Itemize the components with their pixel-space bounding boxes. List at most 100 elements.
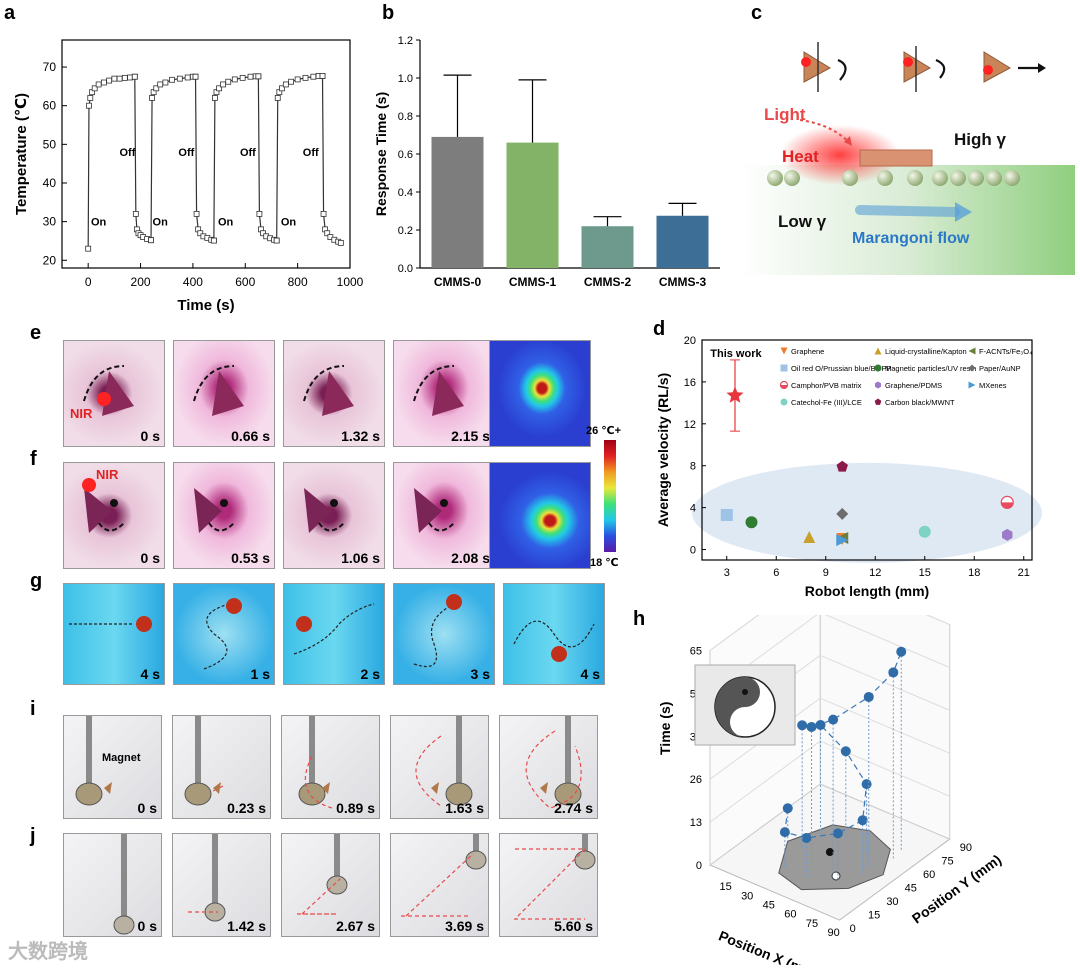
legend-entry: F-ACNTs/Fe₃O₄ <box>979 347 1032 356</box>
magnet-overlay <box>184 716 224 806</box>
marker <box>918 525 931 538</box>
x-tick-label-a: 400 <box>183 275 203 289</box>
temperature-point <box>288 78 294 85</box>
temperature-point <box>260 230 266 237</box>
series-8: MXenes <box>836 381 1007 547</box>
magnet-path <box>525 730 582 809</box>
magnet-rod <box>195 716 201 786</box>
robot-overlay <box>413 365 464 416</box>
y-tick-label-b: 0.8 <box>398 111 413 123</box>
temperature-point <box>91 85 98 92</box>
inset-dot <box>742 689 748 695</box>
rotation-arrow <box>318 522 345 532</box>
light-label: Light <box>764 105 806 124</box>
category-label-b: CMMS-0 <box>434 275 482 289</box>
hot-spot <box>226 598 242 614</box>
temperature-point <box>132 210 139 217</box>
temperature-point <box>148 237 154 244</box>
trajectory-point <box>828 714 839 725</box>
chart-a-temperature: 0 200 400 600 800 1000 20 30 40 50 60 70 Time (s) Tem… <box>13 39 364 314</box>
y-tick-label-a: 70 <box>43 60 57 74</box>
x-tick-label-d: 21 <box>1018 567 1030 579</box>
y-tick-label-d: 12 <box>684 419 696 431</box>
magnet-rod <box>334 834 340 879</box>
magnet-head <box>75 782 103 806</box>
magnet-head <box>298 782 326 806</box>
timestamp-label: 0 s <box>137 800 157 816</box>
watermark: 大数跨境 <box>8 941 88 963</box>
x-tick-label-a: 1000 <box>337 275 364 289</box>
magnet-head <box>574 850 596 870</box>
magnet-rod <box>582 834 588 854</box>
this-work-label: This work <box>710 348 762 360</box>
temperature-point <box>239 74 246 81</box>
temperature-point <box>231 76 238 83</box>
rotation-arrow <box>208 522 235 532</box>
trajectory-path <box>413 603 455 668</box>
timestamp-label: 4 s <box>140 666 160 682</box>
robot-triangle <box>322 371 354 416</box>
marker <box>780 398 788 406</box>
x-tick-label-h: 90 <box>827 927 839 939</box>
t-tick-label: 65 <box>690 646 702 658</box>
robot-triangle <box>432 371 464 416</box>
trajectory-point <box>896 646 907 657</box>
heat-glow <box>780 125 900 185</box>
t-axis-label-h: Time (s) <box>657 702 673 755</box>
panel-f-frame: 0 s NIR <box>63 462 165 569</box>
temperature-point <box>95 81 102 88</box>
tracer-particles <box>767 170 1020 186</box>
annotation-a: Off <box>303 147 319 159</box>
panel-label-c: c <box>751 2 763 24</box>
temperature-point <box>220 81 226 88</box>
thermal-image-f <box>489 462 591 569</box>
timestamp-label: 1.63 s <box>445 800 484 816</box>
marker <box>836 507 849 520</box>
colorbar-max-label: 26 ℃+ <box>586 425 622 437</box>
x-tick-label-a: 200 <box>131 275 151 289</box>
y-tick-label-a: 50 <box>43 137 57 151</box>
annotation-a: Off <box>240 147 256 159</box>
legend-entry: Oil red O/Prussian blue/BOPP <box>791 364 891 373</box>
bar-cmms-1 <box>506 142 559 268</box>
zigzag-path <box>513 848 587 920</box>
temperature-point <box>279 85 285 92</box>
timestamp-label: 0.23 s <box>227 800 266 816</box>
timestamp-label: 0.89 s <box>336 800 375 816</box>
temperature-point <box>193 210 200 217</box>
panel-label-h: h <box>633 608 646 630</box>
y-tick-label-h: 75 <box>941 856 953 868</box>
magnet-path <box>415 735 442 807</box>
thermal-image-e <box>489 340 591 447</box>
temperature-line <box>321 75 342 244</box>
hot-spot <box>296 616 312 632</box>
temperature-point <box>116 75 123 82</box>
series-5: Paper/AuNP <box>836 364 1021 520</box>
panel-g-frame: 4 s <box>503 583 605 685</box>
marker <box>874 364 882 372</box>
y-tick-label-b: 0.4 <box>398 187 413 199</box>
magnet-rod <box>473 834 479 854</box>
panel-c-schematic: Light Heat High γ Low γ Marangoni flow <box>740 30 1075 280</box>
series-1: Liquid-crystalline/Kapton <box>803 347 967 543</box>
temperature-point <box>121 74 128 81</box>
robot-overlay <box>304 488 345 533</box>
nir-label-e: NIR <box>70 406 93 421</box>
panel-label-b: b <box>382 2 395 24</box>
temperature-point <box>319 73 326 79</box>
timestamp-label: 2.15 s <box>451 428 490 444</box>
robot-marker <box>322 782 330 794</box>
temperature-point <box>86 102 92 109</box>
magnet-head <box>113 915 135 935</box>
marker <box>968 347 976 355</box>
trajectory-line <box>784 651 902 839</box>
panel-i-frame: 0.23 s <box>172 715 271 819</box>
trajectory-point <box>863 691 874 702</box>
marker <box>720 508 733 521</box>
y-tick-label-b: 0.2 <box>398 225 413 237</box>
bar-cmms-0 <box>431 136 484 268</box>
temperature-point <box>131 73 138 80</box>
bar-cmms-3 <box>656 215 709 268</box>
y-axis-label-h: Position Y (mm) <box>909 851 1004 926</box>
panel-label-a: a <box>4 2 16 24</box>
